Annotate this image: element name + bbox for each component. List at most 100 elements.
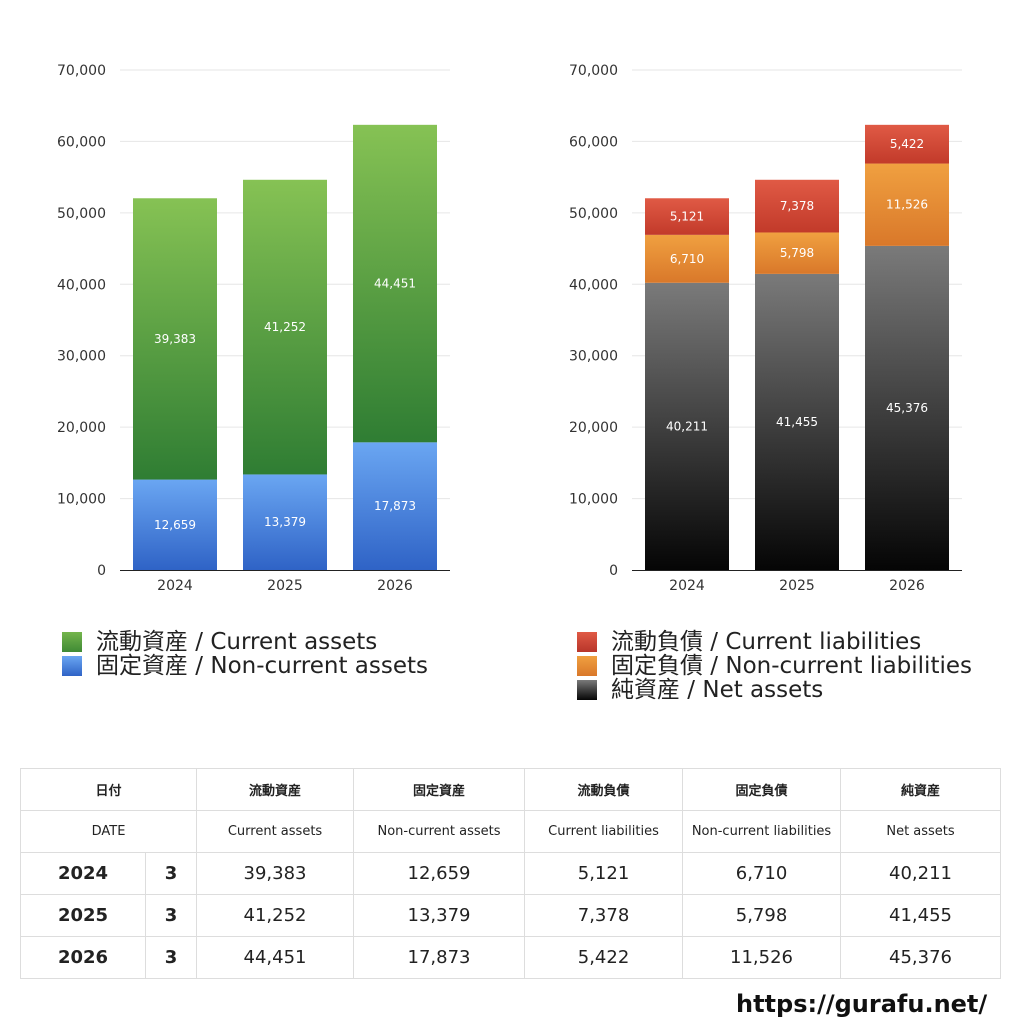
table-header-row-jp: 日付 流動資産 固定資産 流動負債 固定負債 純資産 [19,768,1002,811]
table-row: 2026 3 44,451 17,873 5,422 11,526 45,376 [20,936,1002,979]
y-tick-label: 50,000 [57,206,106,222]
bar-segment [133,198,217,480]
y-tick-label: 20,000 [569,420,618,436]
table-cell-non-current-assets: 12,659 [353,852,526,895]
legend-label-current-liabilities: 流動負債 / Current liabilities [611,629,922,655]
bar-segment [243,474,327,570]
legend-item-current-assets: 流動資産 / Current assets [62,630,428,654]
legend-swatch-non-current-liabilities [577,656,597,676]
table-header-date-jp: 日付 [19,768,198,811]
bar-segment [645,198,729,235]
table-cell-current-assets: 44,451 [196,936,355,979]
bar-data-label: 5,121 [670,210,704,224]
y-tick-label: 20,000 [57,420,106,436]
table-row: 2025 3 41,252 13,379 7,378 5,798 41,455 [20,894,1002,937]
bar-segment [645,282,729,570]
table-cell-non-current-liabilities: 6,710 [682,852,842,895]
table-header-current-assets-jp: 流動資産 [196,768,355,811]
bar-segment [865,124,949,164]
bar-data-label: 5,422 [890,137,924,151]
x-tick-label: 2024 [157,578,193,594]
table-header-row-en: DATE Current assets Non-current assets C… [19,810,1002,853]
y-tick-label: 30,000 [569,349,618,365]
table-cell-current-liabilities: 5,422 [524,936,684,979]
bar-data-label: 13,379 [264,515,306,529]
table-header-net-assets-en: Net assets [840,810,1002,853]
bar-data-label: 11,526 [886,198,928,212]
legend-swatch-current-assets [62,632,82,652]
table-cell-count: 3 [144,894,198,937]
table-header-net-assets-jp: 純資産 [840,768,1002,811]
table-cell-net-assets: 45,376 [840,936,1002,979]
bar-data-label: 44,451 [374,277,416,291]
table-cell-year: 2024 [20,852,146,895]
bar-segment [865,163,949,246]
table-cell-current-liabilities: 7,378 [524,894,684,937]
data-table: 日付 流動資産 固定資産 流動負債 固定負債 純資産 DATE Current … [19,768,1002,979]
table-cell-non-current-liabilities: 5,798 [682,894,842,937]
legend-label-net-assets: 純資産 / Net assets [611,677,824,703]
y-tick-label: 0 [609,563,618,579]
bar-segment [755,179,839,233]
legend-item-non-current-liabilities: 固定負債 / Non-current liabilities [577,654,972,678]
y-tick-label: 40,000 [569,277,618,293]
bar-data-label: 45,376 [886,401,928,415]
bar-segment [243,179,327,475]
bar-segment [755,232,839,274]
y-tick-label: 70,000 [57,63,106,79]
site-url[interactable]: https://gurafu.net/ [736,990,988,1018]
table-cell-net-assets: 40,211 [840,852,1002,895]
table-header-date-en: DATE [19,810,198,853]
bar-data-label: 17,873 [374,499,416,513]
table-header-non-current-assets-jp: 固定資産 [353,768,526,811]
assets-legend: 流動資産 / Current assets 固定資産 / Non-current… [62,630,428,678]
x-tick-label: 2024 [669,578,705,594]
bar-data-label: 5,798 [780,246,814,260]
table-header-current-assets-en: Current assets [196,810,355,853]
table-header-non-current-liabilities-jp: 固定負債 [682,768,842,811]
table-header-current-liabilities-en: Current liabilities [524,810,684,853]
y-tick-label: 60,000 [569,134,618,150]
legend-swatch-net-assets [577,680,597,700]
table-cell-net-assets: 41,455 [840,894,1002,937]
bar-segment [353,442,437,570]
table-cell-count: 3 [144,852,198,895]
x-tick-label: 2025 [779,578,815,594]
table-cell-non-current-assets: 13,379 [353,894,526,937]
bar-data-label: 39,383 [154,332,196,346]
x-tick-label: 2026 [377,578,413,594]
table-cell-current-liabilities: 5,121 [524,852,684,895]
bar-segment [353,124,437,443]
bar-segment [865,245,949,570]
x-tick-label: 2025 [267,578,303,594]
legend-item-current-liabilities: 流動負債 / Current liabilities [577,630,972,654]
x-tick-label: 2026 [889,578,925,594]
table-cell-year: 2026 [20,936,146,979]
y-tick-label: 10,000 [57,492,106,508]
table-header-non-current-liabilities-en: Non-current liabilities [682,810,842,853]
table-cell-non-current-assets: 17,873 [353,936,526,979]
legend-item-net-assets: 純資産 / Net assets [577,678,972,702]
y-tick-label: 50,000 [569,206,618,222]
assets-chart: 0 10,000 20,000 30,000 40,000 50,000 60,000 70,… [57,63,450,594]
bar-data-label: 7,378 [780,199,814,213]
legend-label-non-current-liabilities: 固定負債 / Non-current liabilities [611,653,972,679]
table-header-non-current-assets-en: Non-current assets [353,810,526,853]
table-cell-current-assets: 41,252 [196,894,355,937]
bar-data-label: 41,252 [264,320,306,334]
liabilities-chart: 0 10,000 20,000 30,000 40,000 50,000 60,000 70,… [569,63,962,594]
y-tick-label: 0 [97,563,106,579]
bar-data-label: 41,455 [776,415,818,429]
bar-segment [133,479,217,570]
bar-segment [755,273,839,570]
legend-label-non-current-assets: 固定資産 / Non-current assets [96,653,429,679]
bar-segment [645,234,729,283]
bar-data-label: 40,211 [666,419,708,433]
table-cell-year: 2025 [20,894,146,937]
y-tick-label: 60,000 [57,134,106,150]
table-cell-non-current-liabilities: 11,526 [682,936,842,979]
legend-swatch-current-liabilities [577,632,597,652]
table-row: 2024 3 39,383 12,659 5,121 6,710 40,211 [20,852,1002,895]
table-cell-current-assets: 39,383 [196,852,355,895]
bar-data-label: 6,710 [670,252,704,266]
